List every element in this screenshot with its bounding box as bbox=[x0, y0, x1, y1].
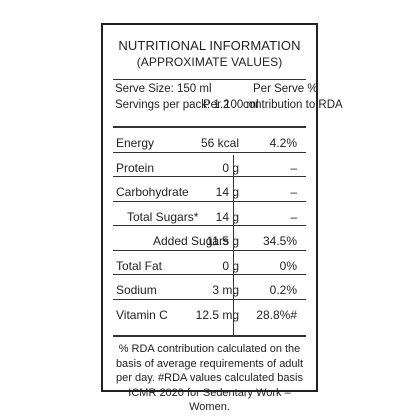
rda-value: – bbox=[290, 185, 297, 199]
table-row: Energy 56 kcal 4.2% bbox=[113, 131, 306, 155]
column-divider bbox=[233, 155, 234, 335]
nutrient-name: Carbohydrate bbox=[116, 185, 189, 199]
rda-value: 28.8%# bbox=[256, 307, 297, 322]
divider-thick bbox=[113, 335, 306, 337]
nutrient-name: Total Fat bbox=[116, 258, 163, 273]
table-row: Total Fat 0 g 0% bbox=[113, 254, 306, 278]
rda-value: 0% bbox=[279, 258, 297, 273]
divider bbox=[113, 79, 306, 80]
rda-value: 0.2% bbox=[269, 283, 297, 297]
row-divider bbox=[113, 249, 306, 251]
divider-thick bbox=[113, 126, 306, 128]
nutrient-name: Vitamin C bbox=[116, 307, 168, 322]
label-title: NUTRITIONAL INFORMATION bbox=[118, 38, 301, 53]
row-divider bbox=[113, 225, 306, 226]
rda-value: – bbox=[290, 160, 297, 175]
nutrient-name: Energy bbox=[116, 136, 155, 150]
rda-footnote: % RDA contribution calculated on the bas… bbox=[115, 343, 304, 413]
nutrient-name: Sodium bbox=[116, 283, 157, 297]
col-header-per100: Per 100 ml bbox=[203, 99, 259, 111]
per100-value: 11.5 g bbox=[206, 234, 239, 248]
row-divider bbox=[113, 298, 306, 300]
row-divider bbox=[113, 151, 306, 153]
per100-value: 0 g bbox=[222, 160, 239, 175]
nutrient-name: Added Sugars bbox=[153, 234, 230, 248]
col-header-serve-line2: contribution to RDA bbox=[243, 99, 343, 111]
servings-per-pack: Servings per pack: 1.2 bbox=[115, 99, 230, 111]
row-divider bbox=[113, 176, 306, 177]
per100-value: 14 g bbox=[215, 209, 239, 224]
nutrition-label: NUTRITIONAL INFORMATION (APPROXIMATE VAL… bbox=[101, 23, 343, 413]
table-row: Sodium 3 mg 0.2% bbox=[113, 278, 306, 302]
table-row: Added Sugars 11.5 g 34.5% bbox=[113, 229, 306, 253]
nutrient-name: Protein bbox=[116, 160, 155, 175]
table-row: Vitamin C 12.5 mg 28.8%# bbox=[113, 303, 306, 327]
nutrient-name: Total Sugars* bbox=[127, 209, 199, 224]
table-row: Protein 0 g – bbox=[113, 156, 306, 180]
row-divider bbox=[113, 200, 306, 202]
rda-value: – bbox=[290, 209, 297, 224]
per100-value: 14 g bbox=[215, 185, 239, 199]
rda-value: 34.5% bbox=[262, 234, 297, 248]
row-divider bbox=[113, 274, 306, 275]
per100-value: 12.5 mg bbox=[195, 307, 239, 322]
per100-value: 0 g bbox=[222, 258, 239, 273]
per100-value: 56 kcal bbox=[200, 136, 239, 150]
col-header-serve-line1: Per Serve % bbox=[253, 83, 318, 95]
label-subtitle: (APPROXIMATE VALUES) bbox=[136, 55, 283, 69]
serve-size: Serve Size: 150 ml bbox=[115, 83, 212, 95]
rda-value: 4.2% bbox=[269, 136, 297, 150]
per100-value: 3 mg bbox=[212, 283, 239, 297]
